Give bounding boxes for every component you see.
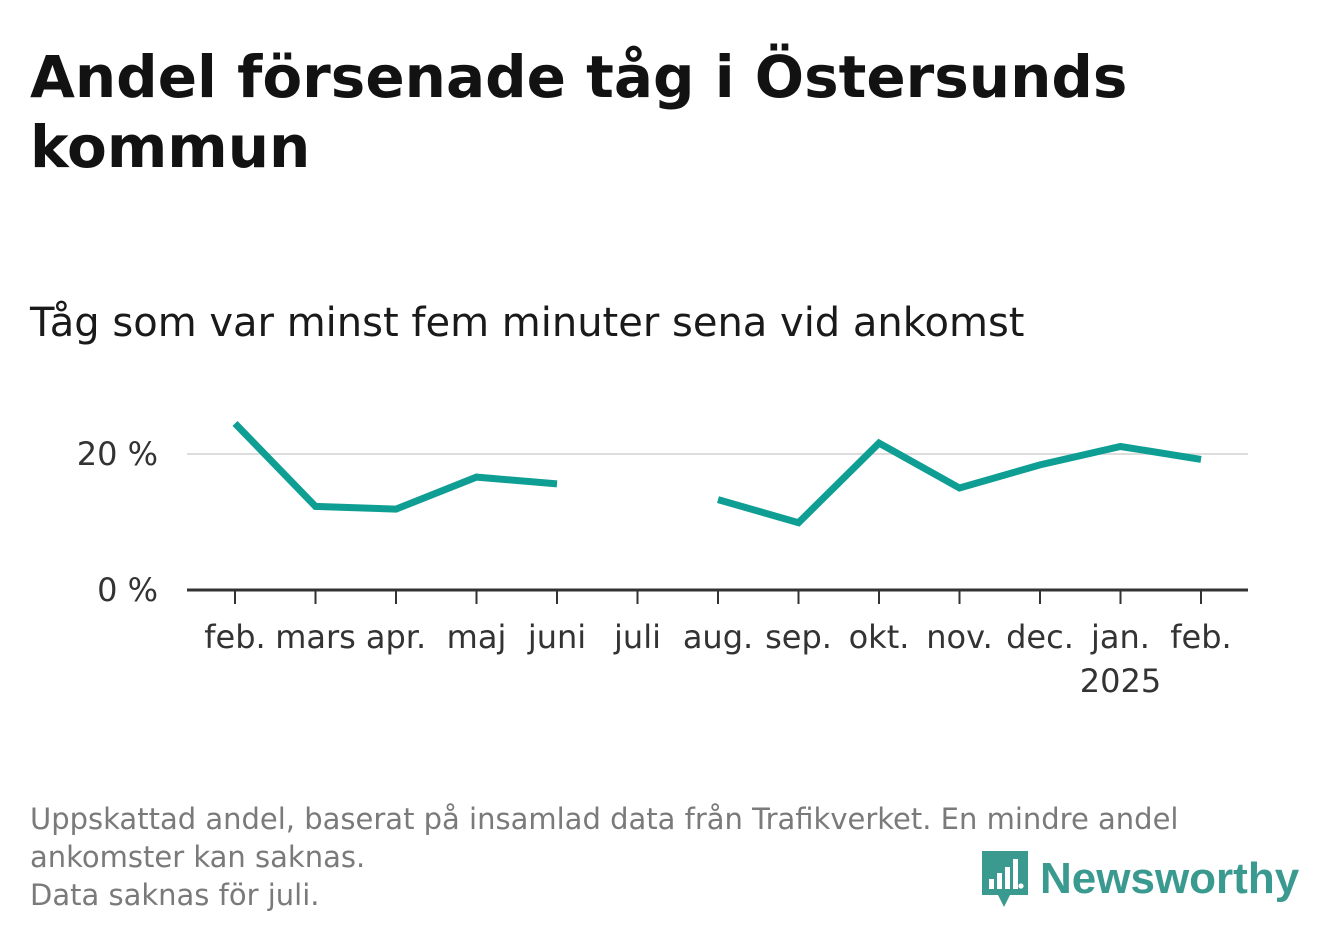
x-tick-label: mars bbox=[275, 618, 356, 656]
x-tick-label: maj bbox=[447, 618, 507, 656]
series-layer bbox=[232, 420, 1202, 527]
x-tick-label: okt. bbox=[849, 618, 910, 656]
footer-line-1: Uppskattad andel, baserat på insamlad da… bbox=[30, 802, 1179, 836]
x-year-label: 2025 bbox=[1080, 662, 1161, 700]
x-tick-label: jan. bbox=[1090, 618, 1150, 656]
series-line-segment bbox=[232, 420, 558, 513]
x-tick-label: juni bbox=[527, 618, 586, 656]
x-tick-label: feb. bbox=[204, 618, 265, 656]
x-axis bbox=[187, 588, 1248, 604]
chart-title: Andel försenade tåg i Östersunds kommun bbox=[30, 43, 1128, 181]
y-tick-label: 0 % bbox=[97, 571, 158, 609]
tick-labels: 0 % 20 % feb. mars apr. maj juni juli aug. sep. ok… bbox=[77, 435, 1232, 700]
line-chart: 0 % 20 % feb. mars apr. maj juni juli aug. sep. ok… bbox=[77, 420, 1248, 700]
x-tick-label: feb. bbox=[1170, 618, 1231, 656]
brand-name: Newsworthy bbox=[1040, 854, 1300, 903]
x-tick-label: aug. bbox=[683, 618, 753, 656]
x-tick-label: juli bbox=[613, 618, 661, 656]
x-tick-label: dec. bbox=[1006, 618, 1074, 656]
brand-logo: Newsworthy bbox=[980, 848, 1299, 910]
x-tick-label: apr. bbox=[366, 618, 426, 656]
chart-subtitle: Tåg som var minst fem minuter sena vid a… bbox=[30, 300, 1025, 346]
footer-line-2: ankomster kan saknas. bbox=[30, 840, 366, 874]
x-tick-label: nov. bbox=[926, 618, 992, 656]
footer-line-3: Data saknas för juli. bbox=[30, 878, 320, 912]
x-tick-label: sep. bbox=[765, 618, 832, 656]
footer-note: Uppskattad andel, baserat på insamlad da… bbox=[30, 800, 1280, 914]
y-tick-label: 20 % bbox=[77, 435, 158, 473]
series-line-segment bbox=[717, 438, 1202, 527]
newsworthy-logo-icon bbox=[982, 851, 1028, 907]
